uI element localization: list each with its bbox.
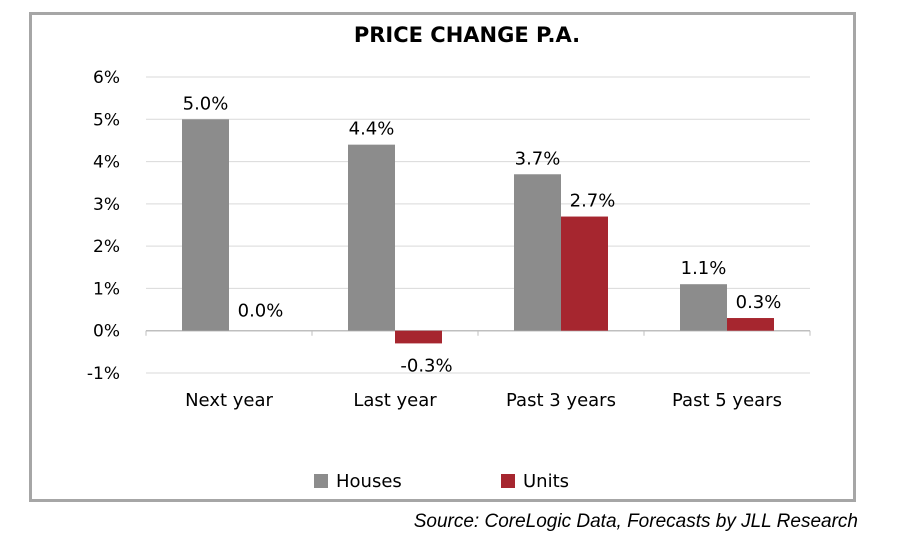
houses-data-label: 4.4% <box>349 119 395 140</box>
y-tick-label: 2% <box>93 237 120 257</box>
houses-bar <box>348 144 395 331</box>
y-tick-label: 6% <box>93 68 120 88</box>
units-data-label: 0.0% <box>238 301 284 322</box>
houses-data-label: 3.7% <box>515 148 561 169</box>
units-data-label: 0.3% <box>736 292 782 313</box>
category-label: Past 5 years <box>672 390 782 411</box>
gridlines <box>146 76 810 374</box>
x-axis: Next year Last year Past 3 years Past 5 yea… <box>185 390 782 411</box>
y-tick-label: 5% <box>93 110 120 130</box>
category-label: Next year <box>185 390 273 411</box>
chart-frame: PRICE CHANGE P.A. 6% 5% 4% 3% 2% 1% 0% -1% 5.0%… <box>29 12 856 502</box>
chart-title: PRICE CHANGE P.A. <box>354 23 580 47</box>
data-labels: 5.0% 4.4% 3.7% 1.1% 0.0% -0.3% 2.7% 0.3% <box>183 93 782 376</box>
houses-bar <box>182 119 229 331</box>
price-change-chart: PRICE CHANGE P.A. 6% 5% 4% 3% 2% 1% 0% -1% 5.0%… <box>87 23 811 492</box>
y-axis: 6% 5% 4% 3% 2% 1% 0% -1% <box>87 68 811 384</box>
legend-swatch-units <box>501 474 515 488</box>
y-tick-label: 1% <box>93 279 120 299</box>
houses-data-label: 5.0% <box>183 93 229 114</box>
units-bar <box>727 318 774 331</box>
y-tick-label: -1% <box>87 364 120 384</box>
legend-label-units: Units <box>523 471 569 492</box>
legend-swatch-houses <box>314 474 328 488</box>
houses-bar <box>680 284 727 331</box>
category-label: Past 3 years <box>506 390 616 411</box>
y-tick-label: 0% <box>93 322 120 342</box>
units-data-label: 2.7% <box>570 191 616 212</box>
y-tick-label: 4% <box>93 153 120 173</box>
legend-label-houses: Houses <box>336 471 402 492</box>
source-note: Source: CoreLogic Data, Forecasts by JLL… <box>413 511 858 532</box>
legend: Houses Units <box>314 471 569 492</box>
houses-bar <box>514 174 561 331</box>
units-data-label: -0.3% <box>400 355 452 376</box>
y-tick-label: 3% <box>93 195 120 215</box>
units-bar <box>561 216 608 331</box>
bars <box>182 119 774 344</box>
units-bar <box>395 330 442 344</box>
houses-data-label: 1.1% <box>681 258 727 279</box>
category-label: Last year <box>353 390 437 411</box>
